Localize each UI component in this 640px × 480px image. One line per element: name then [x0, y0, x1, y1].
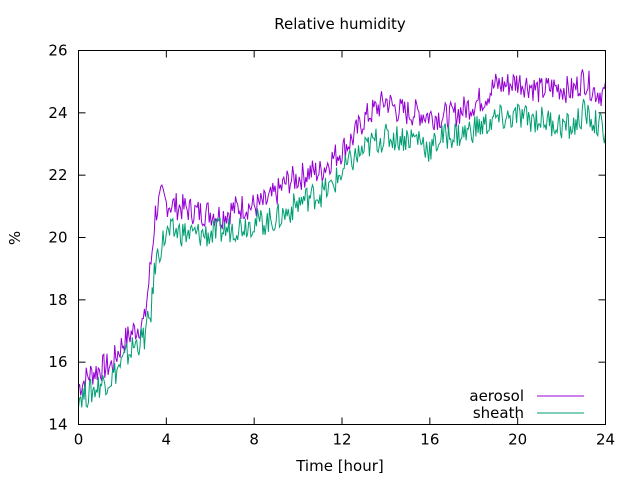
x-tick-label: 0	[74, 431, 84, 449]
x-tick-label: 8	[249, 431, 259, 449]
series-line-sheath	[78, 99, 606, 409]
x-axis-label: Time [hour]	[295, 457, 384, 475]
ticks-layer: 0 4 8 12 16 20 24 14 16 18 20 22 24 26	[48, 42, 615, 449]
y-tick-label: 26	[48, 42, 67, 60]
x-tick-label: 12	[332, 431, 351, 449]
series-line-aerosol	[78, 69, 606, 396]
x-tick-label: 16	[420, 431, 439, 449]
x-tick-label: 20	[508, 431, 527, 449]
y-axis-label: %	[6, 231, 24, 245]
legend-label-aerosol: aerosol	[469, 387, 524, 405]
x-tick-label: 24	[596, 431, 615, 449]
y-tick-label: 22	[48, 166, 67, 184]
y-tick-label: 14	[48, 416, 67, 434]
y-tick-label: 16	[48, 353, 67, 371]
y-tick-label: 24	[48, 104, 67, 122]
chart-title: Relative humidity	[274, 15, 406, 33]
series-layer	[78, 69, 606, 409]
y-tick-label: 20	[48, 229, 67, 247]
x-tick-label: 4	[162, 431, 172, 449]
y-tick-label: 18	[48, 291, 67, 309]
legend-label-sheath: sheath	[473, 404, 524, 422]
